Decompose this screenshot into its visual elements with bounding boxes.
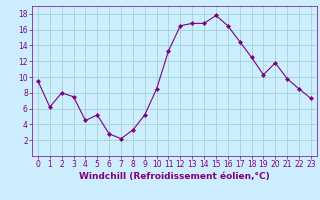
X-axis label: Windchill (Refroidissement éolien,°C): Windchill (Refroidissement éolien,°C): [79, 172, 270, 181]
